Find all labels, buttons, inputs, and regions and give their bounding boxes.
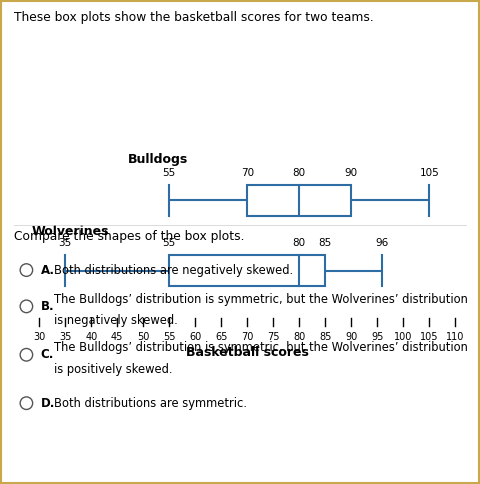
Text: 65: 65 [215,332,228,342]
Text: 55: 55 [163,238,176,248]
Text: Both distributions are negatively skewed.: Both distributions are negatively skewed… [54,264,293,276]
Text: 85: 85 [319,332,331,342]
Text: 105: 105 [420,332,438,342]
Text: 55: 55 [163,332,176,342]
Bar [247,184,351,216]
Text: Bulldogs: Bulldogs [128,153,188,166]
Text: 35: 35 [59,332,72,342]
Text: These box plots show the basketball scores for two teams.: These box plots show the basketball scor… [14,11,374,24]
Text: 80: 80 [293,167,306,178]
Text: 40: 40 [85,332,97,342]
Text: Both distributions are symmetric.: Both distributions are symmetric. [54,397,247,409]
Text: 80: 80 [293,238,306,248]
Text: Basketball scores: Basketball scores [186,346,309,359]
Text: 85: 85 [319,238,332,248]
Text: 110: 110 [446,332,464,342]
Text: 45: 45 [111,332,123,342]
Text: is positively skewed.: is positively skewed. [54,363,173,376]
Text: The Bulldogs’ distribution is symmetric, but the Wolverines’ distribution: The Bulldogs’ distribution is symmetric,… [54,293,468,306]
Text: 35: 35 [59,238,72,248]
Text: Wolverines: Wolverines [31,226,109,238]
Text: 30: 30 [33,332,45,342]
Text: 90: 90 [345,167,358,178]
Text: The Bulldogs’ distribution is symmetric, but the Wolverines’ distribution: The Bulldogs’ distribution is symmetric,… [54,342,468,354]
Text: 105: 105 [420,167,439,178]
Text: B.: B. [41,300,54,313]
Text: Compare the shapes of the box plots.: Compare the shapes of the box plots. [14,230,245,243]
Text: 100: 100 [394,332,412,342]
Text: A.: A. [41,264,55,276]
Bar [169,256,325,287]
Text: 70: 70 [241,332,253,342]
Text: C.: C. [41,348,54,361]
Text: 80: 80 [293,332,305,342]
Text: 70: 70 [240,167,254,178]
Text: 55: 55 [163,167,176,178]
Text: 75: 75 [267,332,279,342]
Text: 50: 50 [137,332,149,342]
Text: 95: 95 [371,332,384,342]
Text: is negatively skewed.: is negatively skewed. [54,315,178,327]
Text: D.: D. [41,397,55,409]
Text: 60: 60 [189,332,201,342]
Text: 96: 96 [376,238,389,248]
Text: 90: 90 [345,332,357,342]
